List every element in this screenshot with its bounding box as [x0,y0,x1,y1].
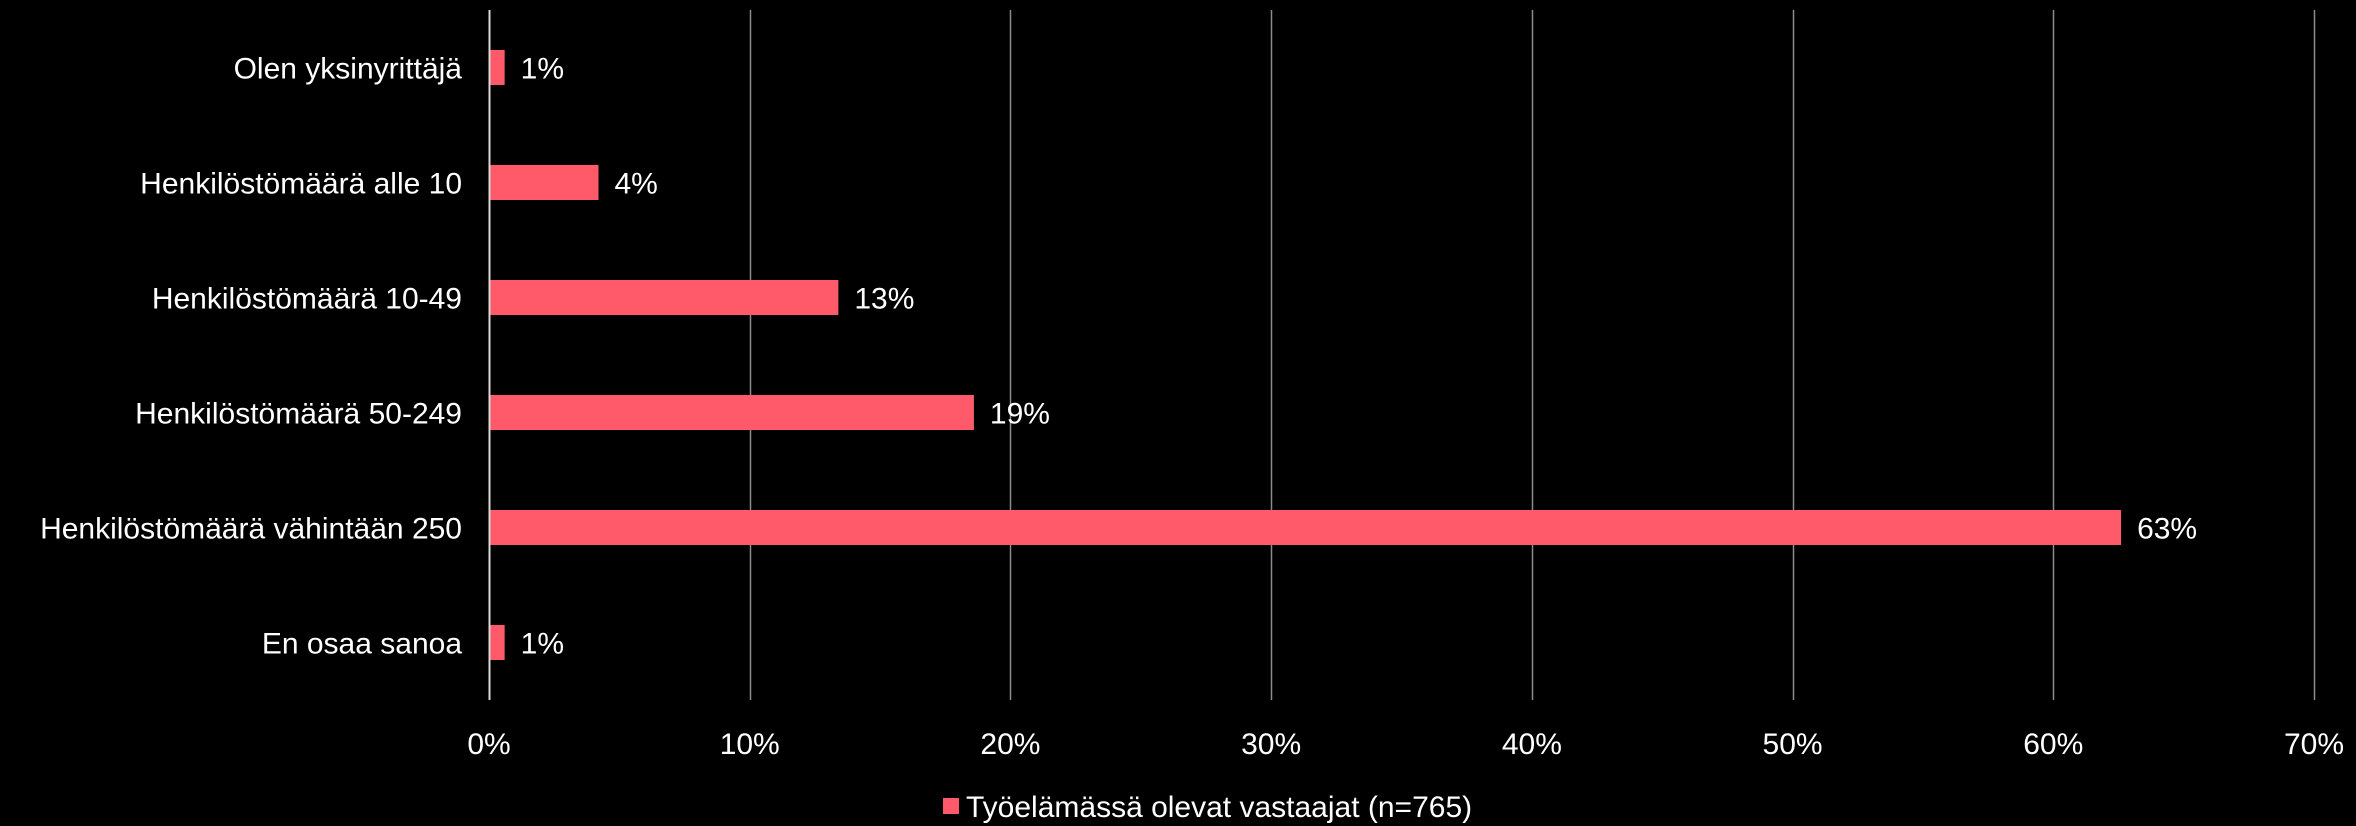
gridlines [749,10,2316,700]
bar [489,280,839,315]
category-label: Olen yksinyrittäjä [234,53,463,86]
x-tick-label: 70% [2284,728,2344,761]
category-label: Henkilöstömäärä 10-49 [152,283,462,316]
category-labels: Olen yksinyrittäjä Henkilöstömäärä alle 1… [40,53,462,661]
x-tick-label: 10% [720,728,780,761]
legend: Työelämässä olevat vastaajat (n=765) [943,791,1472,824]
category-label: Henkilöstömäärä alle 10 [140,168,462,201]
data-labels: 1% 4% 13% 19% 63% 1% [521,53,2197,661]
x-tick-label: 0% [467,728,510,761]
x-tick-label: 30% [1241,728,1301,761]
category-label: En osaa sanoa [262,628,462,661]
data-label: 1% [521,53,564,86]
bar [489,510,2122,545]
data-label: 63% [2137,513,2197,546]
x-tick-label: 40% [1502,728,1562,761]
category-label: Henkilöstömäärä 50-249 [135,398,462,431]
bar [489,50,505,85]
x-tick-label: 60% [2023,728,2083,761]
data-label: 19% [990,398,1050,431]
x-tick-label: 50% [1763,728,1823,761]
bar [489,165,599,200]
data-label: 13% [854,283,914,316]
data-label: 4% [615,168,658,201]
bar [489,395,974,430]
legend-swatch [943,798,959,814]
data-label: 1% [521,628,564,661]
category-label: Henkilöstömäärä vähintään 250 [40,513,462,546]
x-tick-labels: 0% 10% 20% 30% 40% 50% 60% 70% [467,728,2344,761]
bar [489,625,505,660]
bars [489,50,2122,660]
x-tick-label: 20% [980,728,1040,761]
legend-label: Työelämässä olevat vastaajat (n=765) [966,791,1472,824]
